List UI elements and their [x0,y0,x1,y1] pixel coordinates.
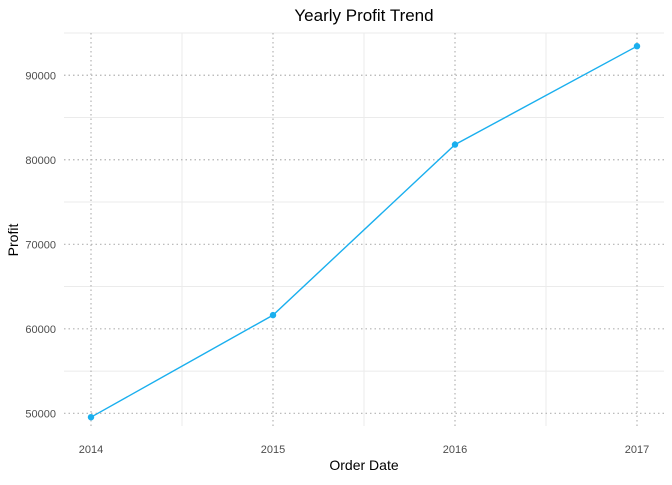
y-axis-title: Profit [5,224,21,257]
x-tick-label: 2015 [261,444,285,456]
y-tick-label: 80000 [25,155,56,167]
y-tick-label: 50000 [25,408,56,420]
data-point [269,311,277,319]
series-layer [87,42,641,421]
x-tick-label: 2014 [79,444,103,456]
x-tick-label: 2017 [625,444,649,456]
y-tick-label: 70000 [25,239,56,251]
y-tick-labels: 50000 60000 70000 80000 90000 [25,70,56,420]
chart-title: Yearly Profit Trend [294,6,433,25]
x-axis-title: Order Date [329,457,398,473]
data-point [451,141,459,148]
data-point [633,42,641,50]
x-tick-label: 2016 [443,444,467,456]
data-point [87,413,95,421]
x-tick-labels: 2014 2015 2016 2017 [79,444,649,456]
profit-line [90,45,638,418]
major-gridlines [64,33,664,426]
y-tick-label: 60000 [25,324,56,336]
minor-gridlines [64,32,664,426]
y-tick-label: 90000 [25,70,56,82]
